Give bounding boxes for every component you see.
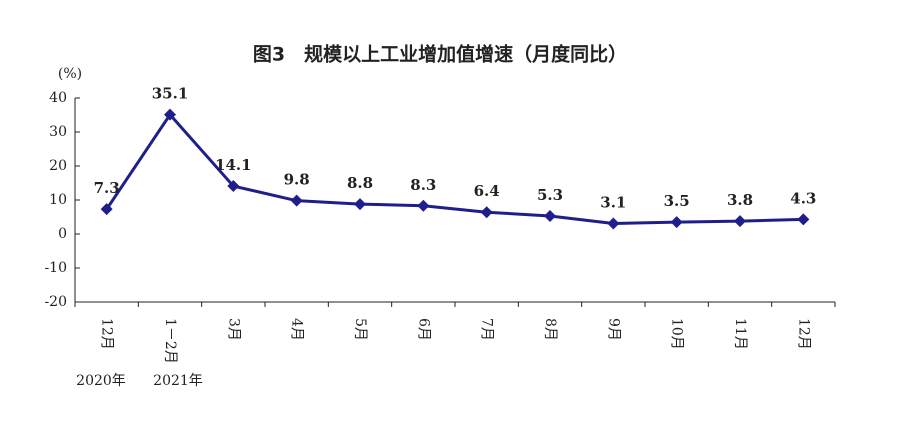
x-tick-label: 6月 <box>415 318 431 341</box>
y-tick-label: 10 <box>49 192 67 208</box>
y-tick-label: 40 <box>49 90 67 106</box>
x-tick-label: 9月 <box>605 318 621 341</box>
marker <box>544 209 556 222</box>
y-tick-label: -10 <box>44 260 67 276</box>
marker <box>290 194 303 207</box>
year-label: 2020年 <box>76 373 126 389</box>
y-tick-label: 20 <box>49 158 67 174</box>
value-label: 8.3 <box>410 176 436 194</box>
marker <box>164 108 176 121</box>
y-tick-label: -20 <box>44 294 67 310</box>
x-tick-label: 5月 <box>352 318 368 341</box>
x-tick-label: 4月 <box>289 318 305 341</box>
x-tick-label: 10月 <box>669 318 685 350</box>
marker <box>734 215 746 228</box>
value-label: 4.3 <box>790 189 816 207</box>
x-tick-label: 12月 <box>795 318 811 350</box>
year-label: 2021年 <box>153 373 203 389</box>
value-label: 14.1 <box>215 156 252 174</box>
value-label: 7.3 <box>94 179 120 197</box>
y-unit: (%) <box>58 66 82 82</box>
value-label: 3.1 <box>600 193 626 211</box>
value-label: 8.8 <box>347 174 373 192</box>
x-tick-label: 1－2月 <box>162 318 178 364</box>
value-label: 5.3 <box>537 186 563 204</box>
marker <box>797 213 810 226</box>
marker <box>354 198 366 211</box>
marker <box>607 217 620 230</box>
y-tick-label: 0 <box>58 226 67 242</box>
line <box>105 113 804 225</box>
value-label: 6.4 <box>474 182 500 200</box>
marker <box>417 199 430 212</box>
value-label: 9.8 <box>284 171 310 189</box>
y-tick-label: 30 <box>49 124 67 140</box>
value-label: 3.5 <box>664 192 690 210</box>
x-tick-label: 11月 <box>732 318 748 350</box>
marker <box>100 203 113 216</box>
x-tick-label: 3月 <box>225 318 241 341</box>
x-tick-label: 8月 <box>542 318 558 341</box>
x-tick-label: 7月 <box>479 318 495 341</box>
marker <box>227 180 240 193</box>
value-label: 35.1 <box>152 85 189 103</box>
marker <box>670 216 683 229</box>
marker <box>480 206 493 219</box>
chart-title: 图3 规模以上工业增加值增速（月度同比） <box>253 43 627 66</box>
value-label: 3.8 <box>727 191 753 209</box>
x-tick-label: 12月 <box>99 318 115 350</box>
